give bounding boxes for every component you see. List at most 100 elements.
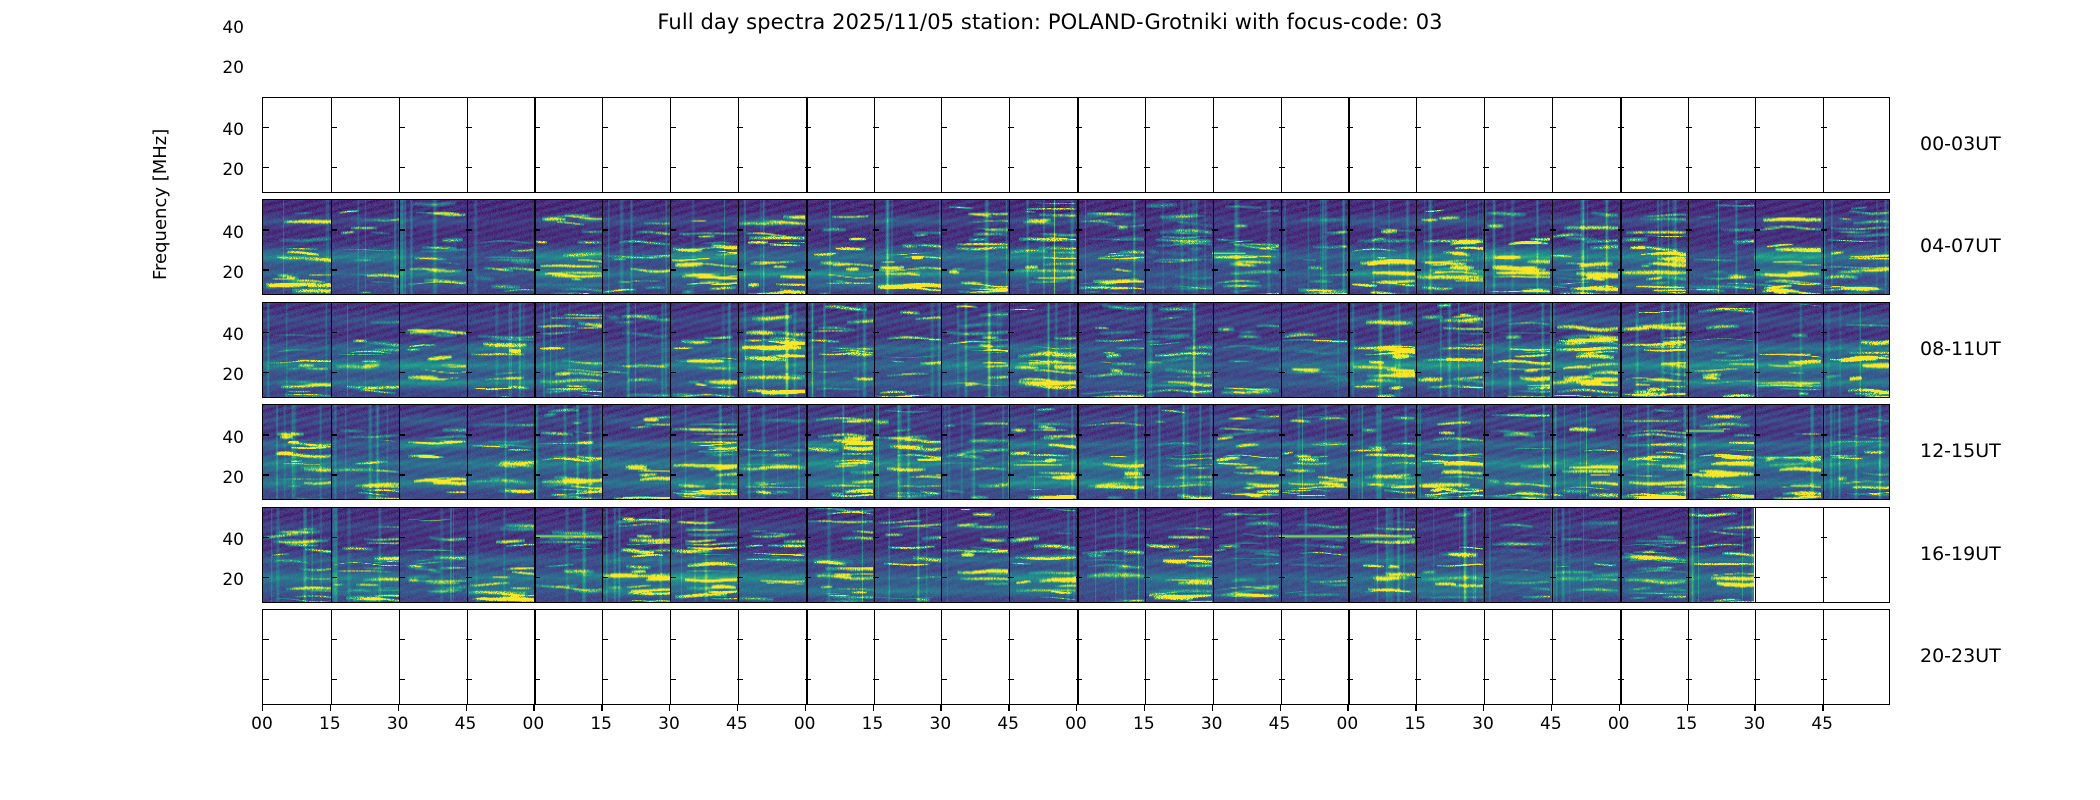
spectrogram-panel[interactable] — [1279, 200, 1347, 295]
spectrogram-panel[interactable] — [263, 98, 331, 192]
spectrogram-panel[interactable] — [330, 405, 399, 500]
spectrogram-panel[interactable] — [330, 610, 399, 704]
spectrogram-panel[interactable] — [1076, 405, 1144, 500]
spectrogram-panel[interactable] — [398, 507, 467, 602]
spectrogram-panel[interactable] — [1211, 98, 1280, 192]
spectrogram-panel[interactable] — [1482, 200, 1551, 295]
spectrogram-panel[interactable] — [1685, 98, 1754, 192]
spectrogram-panel[interactable] — [872, 98, 941, 192]
spectrogram-panel[interactable] — [1482, 507, 1551, 602]
spectrogram-panel[interactable] — [1008, 98, 1076, 192]
spectrogram-panel[interactable] — [1076, 200, 1144, 295]
spectrogram-panel[interactable] — [669, 302, 738, 397]
spectrogram-panel[interactable] — [1143, 200, 1212, 295]
spectrogram-panel[interactable] — [1211, 200, 1280, 295]
spectrogram-panel[interactable] — [669, 405, 738, 500]
spectrogram-panel[interactable] — [1347, 610, 1415, 704]
spectrogram-panel[interactable] — [330, 302, 399, 397]
spectrogram-panel[interactable] — [398, 610, 467, 704]
spectrogram-panel[interactable] — [1143, 405, 1212, 500]
spectrogram-panel[interactable] — [1482, 302, 1551, 397]
spectrogram-panel[interactable] — [1008, 610, 1076, 704]
spectrogram-panel[interactable] — [1753, 200, 1822, 295]
spectrogram-panel[interactable] — [330, 200, 399, 295]
spectrogram-panel[interactable] — [805, 405, 873, 500]
spectrogram-panel[interactable] — [466, 507, 534, 602]
spectrogram-panel[interactable] — [940, 610, 1009, 704]
spectrogram-panel[interactable] — [1414, 610, 1483, 704]
spectrogram-panel[interactable] — [940, 200, 1009, 295]
spectrogram-panel[interactable] — [1618, 507, 1686, 602]
spectrogram-panel[interactable] — [1279, 302, 1347, 397]
spectrogram-panel[interactable] — [940, 507, 1009, 602]
spectrogram-panel[interactable] — [1279, 405, 1347, 500]
spectrogram-panel[interactable] — [805, 200, 873, 295]
spectrogram-panel[interactable] — [330, 507, 399, 602]
spectrogram-panel[interactable] — [330, 98, 399, 192]
spectrogram-panel[interactable] — [1076, 98, 1144, 192]
spectrogram-panel[interactable] — [1076, 302, 1144, 397]
spectrogram-panel[interactable] — [534, 507, 602, 602]
spectrogram-panel[interactable] — [737, 98, 805, 192]
spectrogram-panel[interactable] — [534, 405, 602, 500]
spectrogram-panel[interactable] — [1753, 507, 1822, 602]
spectrogram-panel[interactable] — [737, 405, 805, 500]
spectrogram-panel[interactable] — [940, 405, 1009, 500]
spectrogram-panel[interactable] — [1279, 507, 1347, 602]
spectrogram-panel[interactable] — [669, 507, 738, 602]
spectrogram-panel[interactable] — [601, 98, 670, 192]
spectrogram-panel[interactable] — [940, 98, 1009, 192]
spectrogram-panel[interactable] — [872, 507, 941, 602]
spectrogram-panel[interactable] — [1076, 610, 1144, 704]
spectrogram-panel[interactable] — [872, 405, 941, 500]
spectrogram-panel[interactable] — [1618, 98, 1686, 192]
spectrogram-panel[interactable] — [1143, 98, 1212, 192]
spectrogram-panel[interactable] — [1347, 405, 1415, 500]
spectrogram-panel[interactable] — [1753, 302, 1822, 397]
spectrogram-panel[interactable] — [466, 200, 534, 295]
spectrogram-panel[interactable] — [263, 405, 331, 500]
spectrogram-panel[interactable] — [1753, 610, 1822, 704]
spectrogram-panel[interactable] — [1211, 405, 1280, 500]
spectrogram-panel[interactable] — [1211, 302, 1280, 397]
spectrogram-panel[interactable] — [805, 98, 873, 192]
spectrogram-panel[interactable] — [1685, 200, 1754, 295]
spectrogram-panel[interactable] — [263, 200, 331, 295]
spectrogram-panel[interactable] — [737, 507, 805, 602]
spectrogram-panel[interactable] — [1347, 302, 1415, 397]
spectrogram-panel[interactable] — [1821, 507, 1889, 602]
spectrogram-panel[interactable] — [466, 610, 534, 704]
spectrogram-panel[interactable] — [872, 302, 941, 397]
spectrogram-panel[interactable] — [872, 610, 941, 704]
spectrogram-panel[interactable] — [1550, 302, 1618, 397]
spectrogram-panel[interactable] — [534, 610, 602, 704]
spectrogram-panel[interactable] — [805, 610, 873, 704]
spectrogram-panel[interactable] — [263, 610, 331, 704]
spectrogram-panel[interactable] — [805, 302, 873, 397]
spectrogram-panel[interactable] — [1143, 302, 1212, 397]
spectrogram-panel[interactable] — [1821, 200, 1889, 295]
spectrogram-panel[interactable] — [1618, 200, 1686, 295]
spectrogram-panel[interactable] — [398, 98, 467, 192]
spectrogram-panel[interactable] — [1821, 405, 1889, 500]
spectrogram-panel[interactable] — [1482, 610, 1551, 704]
spectrogram-panel[interactable] — [466, 405, 534, 500]
spectrogram-panel[interactable] — [669, 200, 738, 295]
spectrogram-panel[interactable] — [1753, 405, 1822, 500]
spectrogram-panel[interactable] — [1414, 405, 1483, 500]
spectrogram-panel[interactable] — [940, 302, 1009, 397]
spectrogram-panel[interactable] — [1482, 405, 1551, 500]
spectrogram-panel[interactable] — [1482, 98, 1551, 192]
spectrogram-panel[interactable] — [1008, 302, 1076, 397]
spectrogram-panel[interactable] — [1211, 610, 1280, 704]
spectrogram-panel[interactable] — [534, 200, 602, 295]
spectrogram-panel[interactable] — [669, 610, 738, 704]
spectrogram-panel[interactable] — [398, 302, 467, 397]
spectrogram-panel[interactable] — [534, 302, 602, 397]
spectrogram-panel[interactable] — [1279, 98, 1347, 192]
spectrogram-panel[interactable] — [1821, 302, 1889, 397]
spectrogram-panel[interactable] — [1076, 507, 1144, 602]
spectrogram-panel[interactable] — [601, 405, 670, 500]
spectrogram-panel[interactable] — [737, 200, 805, 295]
spectrogram-panel[interactable] — [601, 610, 670, 704]
